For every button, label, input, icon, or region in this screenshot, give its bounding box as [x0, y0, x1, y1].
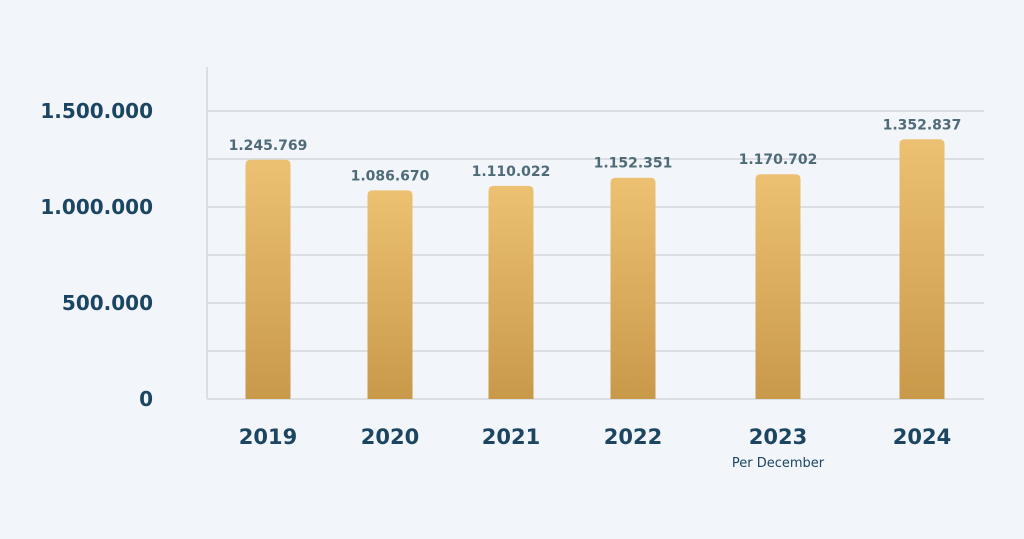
data-label: 1.086.670 [351, 168, 430, 184]
x-tick-label: 2023 [749, 425, 807, 449]
x-tick-note: Per December [732, 456, 825, 471]
y-tick-label: 0 [139, 387, 153, 411]
bar-2023 [755, 174, 801, 399]
data-label: 1.245.769 [229, 138, 308, 154]
x-tick-label: 2019 [239, 425, 297, 449]
y-tick-label: 1.000.000 [40, 195, 153, 219]
x-tick-label: 2024 [893, 425, 951, 449]
x-tick-label: 2021 [482, 425, 540, 449]
data-label: 1.170.702 [739, 152, 818, 168]
data-label: 1.352.837 [883, 117, 962, 133]
data-label: 1.110.022 [472, 164, 551, 180]
bar-2022 [610, 177, 656, 399]
bar-2020 [367, 190, 413, 399]
bar-2024 [899, 139, 945, 399]
data-label: 1.152.351 [594, 156, 673, 172]
bar-2021 [488, 185, 534, 399]
x-tick-label: 2022 [604, 425, 662, 449]
x-tick-label: 2020 [361, 425, 419, 449]
y-tick-label: 1.500.000 [40, 99, 153, 123]
bar-2019 [245, 159, 291, 399]
y-tick-label: 500.000 [62, 291, 153, 315]
